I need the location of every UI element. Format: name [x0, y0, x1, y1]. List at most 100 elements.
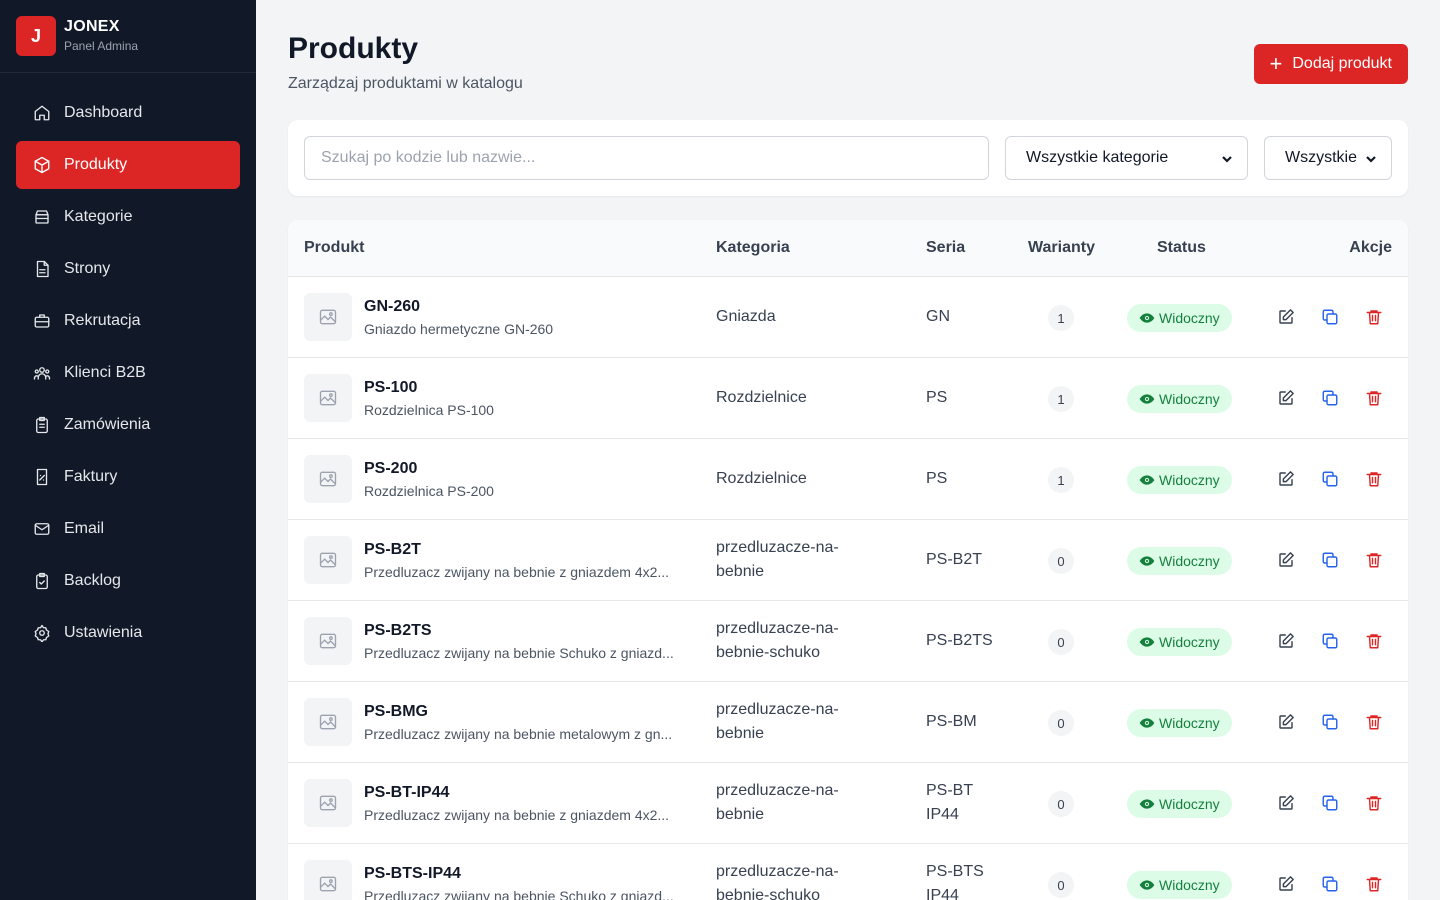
category-line: bebnie: [716, 725, 765, 742]
duplicate-icon[interactable]: [1320, 793, 1340, 813]
category-line: Rozdzielnice: [716, 389, 807, 406]
status-badge[interactable]: Widoczny: [1127, 466, 1232, 494]
add-product-button[interactable]: + Dodaj produkt: [1253, 44, 1408, 84]
sidebar-item-strony[interactable]: Strony: [16, 245, 240, 293]
cube-icon: [32, 155, 52, 175]
sidebar-item-dashboard[interactable]: Dashboard: [16, 89, 240, 137]
product-code[interactable]: PS-100: [364, 379, 418, 396]
duplicate-icon[interactable]: [1320, 469, 1340, 489]
status-label: Widoczny: [1159, 796, 1220, 812]
product-code[interactable]: PS-B2T: [364, 541, 421, 558]
sidebar-item-faktury[interactable]: Faktury: [16, 453, 240, 501]
table-row[interactable]: PS-B2TS Przedluzacz zwijany na bebnie Sch…: [288, 601, 1408, 682]
sidebar-item-klienci-b2b[interactable]: Klienci B2B: [16, 349, 240, 397]
status-badge[interactable]: Widoczny: [1127, 304, 1232, 332]
status-badge[interactable]: Widoczny: [1127, 871, 1232, 899]
clipboard-icon: [32, 415, 52, 435]
edit-icon[interactable]: [1276, 712, 1296, 732]
product-code[interactable]: PS-BTS-IP44: [364, 865, 461, 882]
product-code[interactable]: GN-260: [364, 298, 421, 315]
brand-subtitle: Panel Admina: [64, 39, 139, 53]
edit-icon[interactable]: [1276, 388, 1296, 408]
search-input[interactable]: [304, 136, 989, 180]
product-code[interactable]: PS-BMG: [364, 703, 428, 720]
image-placeholder-icon: [304, 455, 352, 503]
edit-icon[interactable]: [1276, 793, 1296, 813]
status-label: Widoczny: [1159, 715, 1220, 731]
trash-icon[interactable]: [1364, 874, 1384, 894]
product-series: PS-BTS IP44: [926, 860, 1006, 900]
product-category: przedluzacze-na-bebnie-schuko: [716, 617, 876, 665]
trash-icon[interactable]: [1364, 631, 1384, 651]
trash-icon[interactable]: [1364, 550, 1384, 570]
variants-badge: 0: [1048, 629, 1074, 655]
table-row[interactable]: PS-200 Rozdzielnica PS-200 Rozdzielnice PS 1…: [288, 439, 1408, 520]
category-line: Rozdzielnice: [716, 470, 807, 487]
sidebar-item-ustawienia[interactable]: Ustawienia: [16, 609, 240, 657]
sidebar-item-zamówienia[interactable]: Zamówienia: [16, 401, 240, 449]
edit-icon[interactable]: [1276, 469, 1296, 489]
column-header-status[interactable]: Status: [1157, 239, 1206, 256]
trash-icon[interactable]: [1364, 307, 1384, 327]
column-header-series[interactable]: Seria: [926, 239, 966, 256]
series-line: PS-BM: [926, 713, 977, 730]
table-row[interactable]: PS-BT-IP44 Przedluzacz zwijany na bebnie …: [288, 763, 1408, 844]
product-code[interactable]: PS-200: [364, 460, 418, 477]
product-name: Rozdzielnica PS-200: [364, 483, 494, 499]
category-line: bebnie: [716, 806, 765, 823]
product-code[interactable]: PS-BT-IP44: [364, 784, 450, 801]
edit-icon[interactable]: [1276, 631, 1296, 651]
sidebar-nav: Dashboard Produkty Kategorie Strony Rekrutac…: [0, 73, 256, 677]
clipboard-check-icon: [32, 571, 52, 591]
status-badge[interactable]: Widoczny: [1127, 628, 1232, 656]
category-line: przedluzacze-na-: [716, 539, 839, 556]
status-badge[interactable]: Widoczny: [1127, 547, 1232, 575]
column-header-category[interactable]: Kategoria: [716, 239, 790, 256]
category-select[interactable]: Wszystkie kategorie: [1005, 136, 1248, 180]
eye-icon: [1139, 715, 1155, 731]
product-series: GN: [926, 305, 1006, 329]
sidebar-item-label: Zamówienia: [64, 416, 151, 433]
trash-icon[interactable]: [1364, 712, 1384, 732]
status-badge[interactable]: Widoczny: [1127, 790, 1232, 818]
duplicate-icon[interactable]: [1320, 874, 1340, 894]
sidebar-item-rekrutacja[interactable]: Rekrutacja: [16, 297, 240, 345]
sidebar-item-backlog[interactable]: Backlog: [16, 557, 240, 605]
variants-badge: 1: [1048, 386, 1074, 412]
status-select[interactable]: Wszystkie: [1264, 136, 1392, 180]
trash-icon[interactable]: [1364, 469, 1384, 489]
trash-icon[interactable]: [1364, 388, 1384, 408]
sidebar-item-email[interactable]: Email: [16, 505, 240, 553]
series-line: IP44: [926, 887, 959, 900]
table-row[interactable]: GN-260 Gniazdo hermetyczne GN-260 Gniazda G…: [288, 277, 1408, 358]
status-badge[interactable]: Widoczny: [1127, 709, 1232, 737]
duplicate-icon[interactable]: [1320, 631, 1340, 651]
sidebar-item-label: Backlog: [64, 572, 121, 589]
duplicate-icon[interactable]: [1320, 550, 1340, 570]
edit-icon[interactable]: [1276, 550, 1296, 570]
column-header-product[interactable]: Produkt: [304, 239, 365, 256]
table-row[interactable]: PS-BMG Przedluzacz zwijany na bebnie meta…: [288, 682, 1408, 763]
status-badge[interactable]: Widoczny: [1127, 385, 1232, 413]
duplicate-icon[interactable]: [1320, 388, 1340, 408]
trash-icon[interactable]: [1364, 793, 1384, 813]
sidebar-item-produkty[interactable]: Produkty: [16, 141, 240, 189]
plus-icon: +: [1269, 51, 1283, 76]
edit-icon[interactable]: [1276, 874, 1296, 894]
gear-icon: [32, 623, 52, 643]
eye-icon: [1139, 310, 1155, 326]
category-line: przedluzacze-na-: [716, 701, 839, 718]
table-row[interactable]: PS-100 Rozdzielnica PS-100 Rozdzielnice PS 1…: [288, 358, 1408, 439]
duplicate-icon[interactable]: [1320, 712, 1340, 732]
column-header-variants[interactable]: Warianty: [1028, 239, 1095, 256]
sidebar: J JONEX Panel Admina Dashboard Produkty Ka…: [0, 0, 256, 900]
duplicate-icon[interactable]: [1320, 307, 1340, 327]
product-name: Przedluzacz zwijany na bebnie z gniazdem…: [364, 807, 670, 823]
table-row[interactable]: PS-B2T Przedluzacz zwijany na bebnie z gn…: [288, 520, 1408, 601]
brand-logo[interactable]: J: [16, 16, 56, 56]
status-label: Widoczny: [1159, 877, 1220, 893]
edit-icon[interactable]: [1276, 307, 1296, 327]
sidebar-item-kategorie[interactable]: Kategorie: [16, 193, 240, 241]
table-row[interactable]: PS-BTS-IP44 Przedluzacz zwijany na bebnie…: [288, 844, 1408, 900]
product-code[interactable]: PS-B2TS: [364, 622, 432, 639]
